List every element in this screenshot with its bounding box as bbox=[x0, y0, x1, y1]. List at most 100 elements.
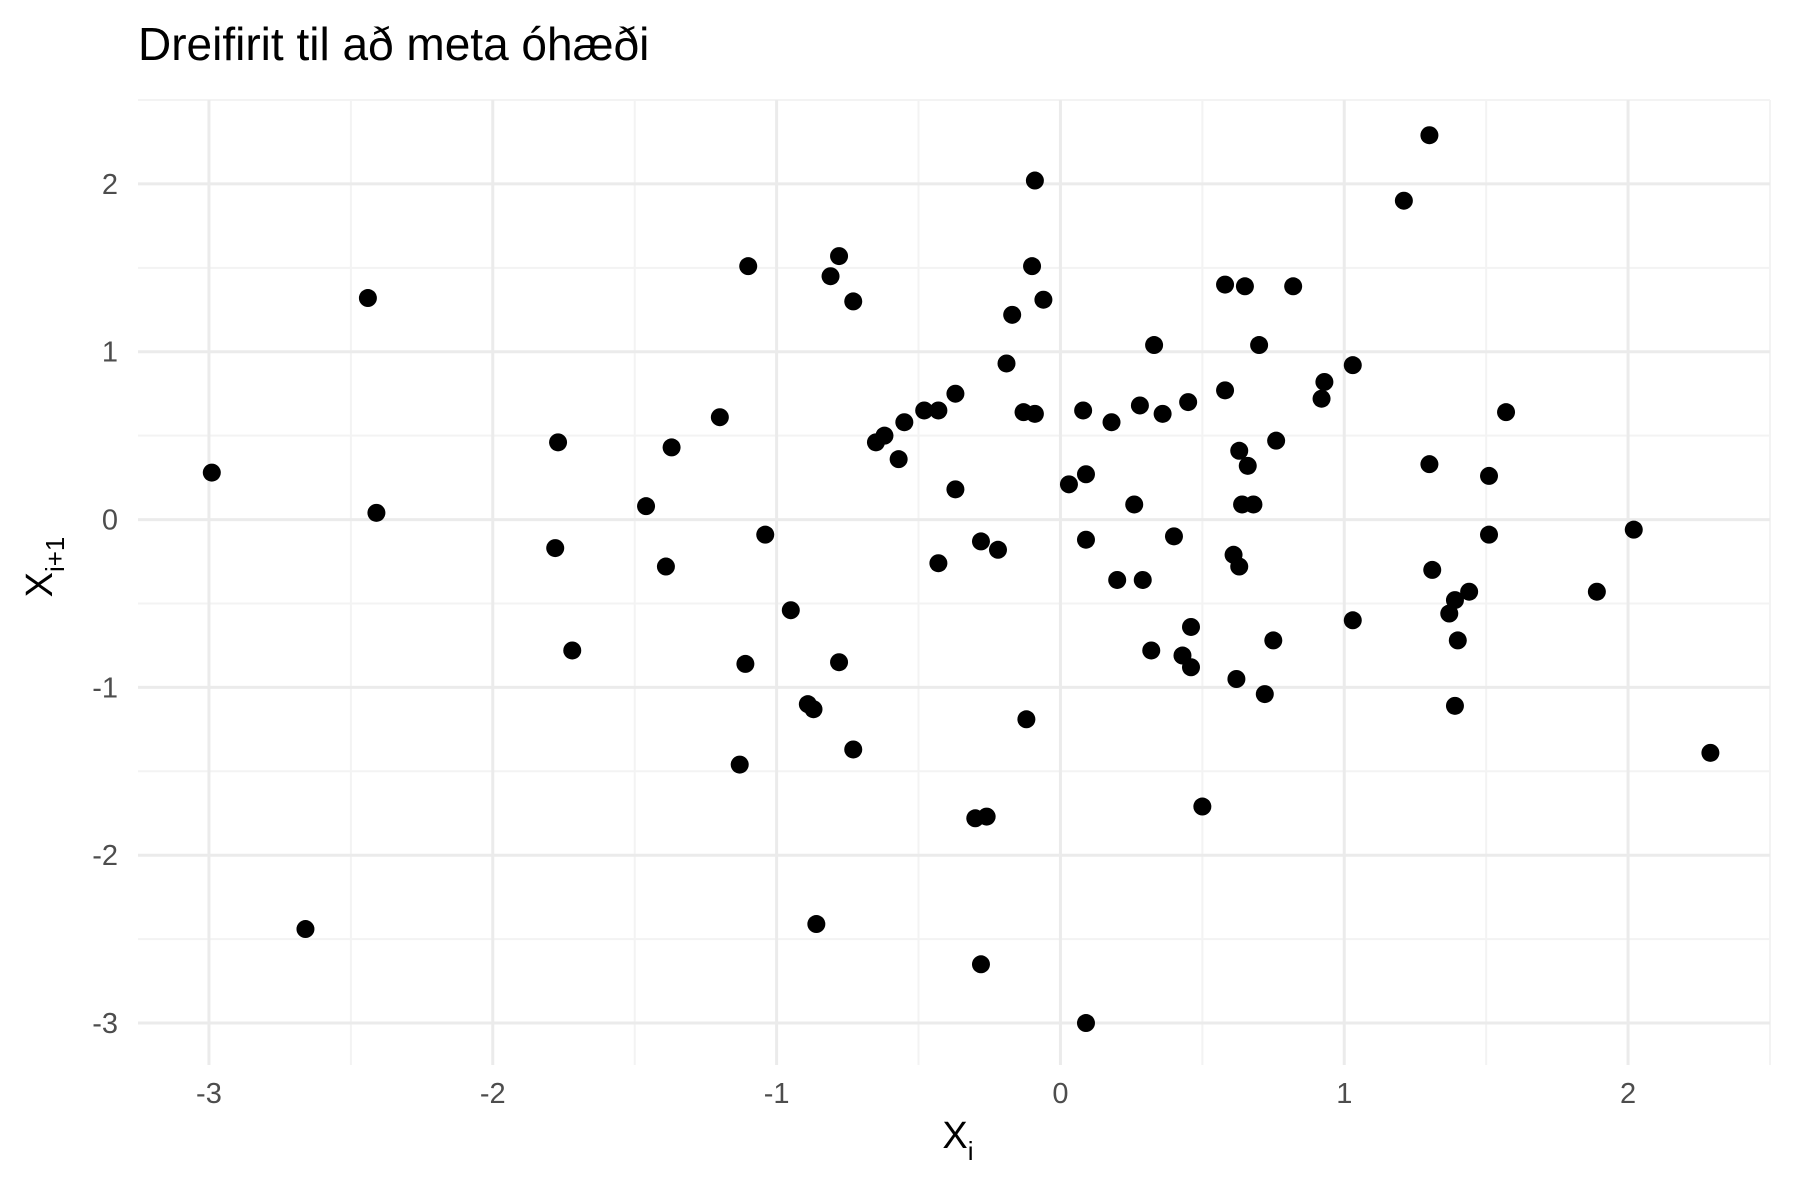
data-point bbox=[1025, 404, 1044, 423]
data-point bbox=[1255, 685, 1274, 704]
data-point bbox=[736, 654, 755, 673]
data-point bbox=[875, 426, 894, 445]
data-point bbox=[730, 755, 749, 774]
data-point bbox=[1250, 336, 1269, 355]
data-point bbox=[1193, 797, 1212, 816]
data-point bbox=[637, 497, 656, 516]
data-point bbox=[988, 540, 1007, 559]
data-point bbox=[1315, 372, 1334, 391]
y-tick-label: -3 bbox=[92, 1008, 118, 1040]
data-point bbox=[1264, 631, 1283, 650]
x-axis-title-subscript: i bbox=[968, 1136, 974, 1166]
data-point bbox=[1624, 520, 1643, 539]
data-point bbox=[1460, 582, 1479, 601]
data-point bbox=[1235, 277, 1254, 296]
data-point bbox=[889, 450, 908, 469]
data-point bbox=[367, 503, 386, 522]
data-point bbox=[915, 401, 934, 420]
data-point bbox=[1445, 696, 1464, 715]
minor-gridlines bbox=[138, 99, 1771, 1065]
data-point bbox=[830, 247, 849, 266]
x-tick-label: -1 bbox=[764, 1078, 790, 1110]
y-tick-label: -1 bbox=[92, 672, 118, 704]
data-point bbox=[563, 641, 582, 660]
data-point bbox=[1034, 290, 1053, 309]
data-point bbox=[1181, 617, 1200, 636]
x-axis-title: Xi bbox=[942, 1115, 973, 1166]
data-point bbox=[1179, 393, 1198, 412]
y-axis-title-main: X bbox=[19, 572, 61, 597]
data-point bbox=[844, 740, 863, 759]
data-point bbox=[997, 354, 1016, 373]
data-point bbox=[895, 413, 914, 432]
x-tick-label: 0 bbox=[1052, 1078, 1068, 1110]
data-point bbox=[1480, 525, 1499, 544]
data-point bbox=[1003, 305, 1022, 324]
x-tick-label: 1 bbox=[1336, 1078, 1352, 1110]
data-point bbox=[1230, 557, 1249, 576]
chart-title: Dreifirit til að meta óhæði bbox=[138, 18, 649, 70]
data-point bbox=[971, 532, 990, 551]
data-point bbox=[1587, 582, 1606, 601]
data-point bbox=[1445, 591, 1464, 610]
data-point bbox=[1108, 570, 1127, 589]
x-tick-label: -3 bbox=[196, 1078, 222, 1110]
data-point bbox=[1343, 356, 1362, 375]
data-point bbox=[756, 525, 775, 544]
data-point bbox=[1420, 126, 1439, 145]
data-points bbox=[202, 126, 1720, 1033]
data-point bbox=[1420, 455, 1439, 474]
data-point bbox=[1074, 401, 1093, 420]
major-gridlines bbox=[138, 100, 1770, 1065]
x-axis-title-main: X bbox=[942, 1115, 967, 1157]
data-point bbox=[807, 915, 826, 934]
data-point bbox=[1312, 389, 1331, 408]
data-point bbox=[1076, 530, 1095, 549]
x-axis-tick-labels: -3 -2 -1 0 1 2 bbox=[196, 1078, 1636, 1110]
data-point bbox=[821, 267, 840, 286]
data-point bbox=[1164, 527, 1183, 546]
data-point bbox=[1076, 1014, 1095, 1033]
data-point bbox=[1025, 171, 1044, 190]
data-point bbox=[844, 292, 863, 311]
data-point bbox=[1238, 456, 1257, 475]
y-tick-label: 1 bbox=[102, 337, 118, 369]
data-point bbox=[1216, 381, 1235, 400]
data-point bbox=[549, 433, 568, 452]
data-point bbox=[656, 557, 675, 576]
data-point bbox=[977, 807, 996, 826]
data-point bbox=[1343, 611, 1362, 630]
data-point bbox=[358, 289, 377, 308]
data-point bbox=[1284, 277, 1303, 296]
data-point bbox=[296, 920, 315, 939]
data-point bbox=[1480, 466, 1499, 485]
data-point bbox=[1440, 604, 1459, 623]
y-axis-title: Xi+1 bbox=[19, 537, 70, 598]
data-point bbox=[1181, 658, 1200, 677]
y-tick-label: -2 bbox=[92, 840, 118, 872]
data-point bbox=[830, 653, 849, 672]
data-point bbox=[1394, 191, 1413, 210]
data-point bbox=[1448, 631, 1467, 650]
data-point bbox=[1227, 670, 1246, 688]
y-axis-title-subscript: i+1 bbox=[40, 537, 70, 572]
data-point bbox=[1023, 257, 1042, 276]
data-point bbox=[1142, 641, 1161, 660]
data-point bbox=[710, 408, 729, 427]
data-point bbox=[1059, 475, 1078, 494]
data-point bbox=[946, 480, 965, 499]
data-point bbox=[1216, 275, 1235, 294]
data-point bbox=[1267, 431, 1286, 450]
data-point bbox=[804, 700, 823, 719]
data-point bbox=[1244, 495, 1263, 514]
data-point bbox=[781, 601, 800, 620]
y-tick-label: 0 bbox=[102, 505, 118, 537]
data-point bbox=[662, 438, 681, 457]
data-point bbox=[1145, 336, 1164, 355]
data-point bbox=[1701, 743, 1720, 762]
data-point bbox=[1076, 465, 1095, 484]
data-point bbox=[1133, 570, 1152, 589]
data-point bbox=[546, 539, 565, 558]
x-tick-label: -2 bbox=[480, 1078, 506, 1110]
data-point bbox=[1017, 710, 1036, 729]
